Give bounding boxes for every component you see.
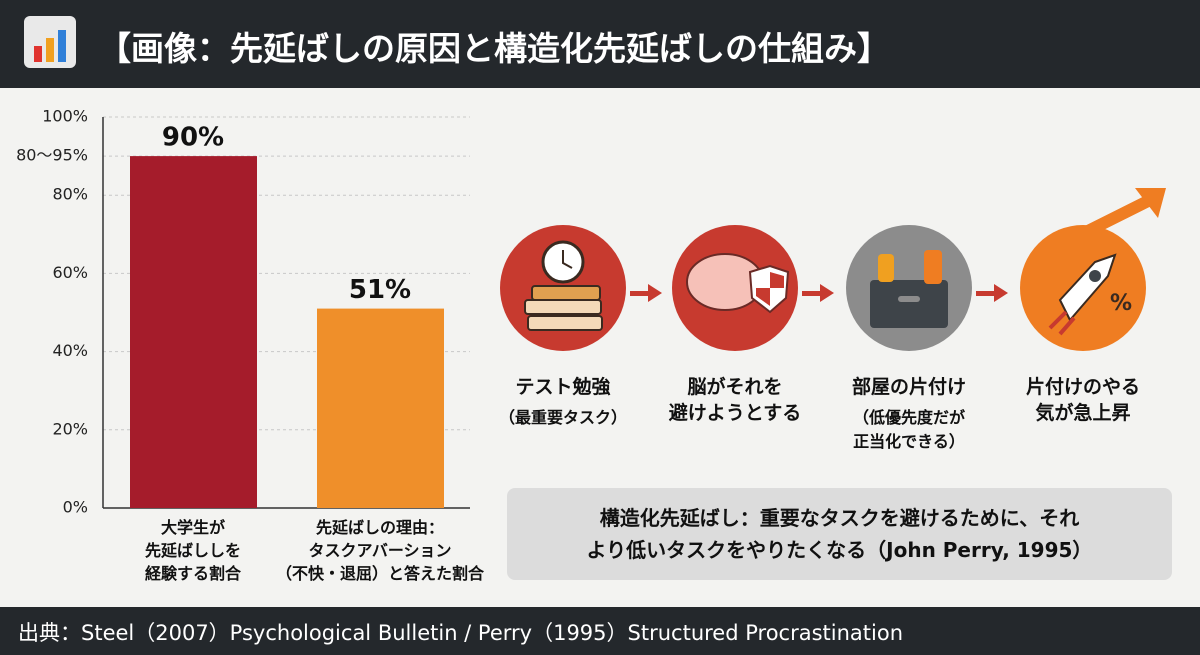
flow-circles: %	[500, 225, 1146, 351]
bar	[317, 308, 444, 508]
y-tick-label: 100%	[42, 107, 88, 126]
y-tick-label: 60%	[52, 263, 88, 282]
x-tick-label: 先延ばしの理由： タスクアバーション （不快・退屈）と答えた割合	[275, 518, 484, 583]
footer: 出典：Steel（2007）Psychological Bulletin / P…	[0, 607, 1200, 655]
x-tick-label: 大学生が 先延ばししを 経験する割合	[144, 518, 241, 583]
step-label: テスト勉強	[515, 376, 611, 398]
y-tick-label: 40%	[52, 341, 88, 360]
percent-icon: %	[1110, 291, 1132, 316]
header: 【画像：先延ばしの原因と構造化先延ばしの仕組み】	[0, 0, 1200, 88]
step-label: 脳がそれを 避けようとする	[668, 376, 802, 424]
y-tick-label: 80%	[52, 185, 88, 204]
source: 出典：Steel（2007）Psychological Bulletin / P…	[18, 621, 904, 645]
step-label: 部屋の片付け	[851, 376, 966, 398]
bar	[130, 156, 257, 508]
chart-icon	[24, 16, 76, 68]
step-note: （低優先度だが 正当化できる）	[852, 408, 965, 451]
step-note: （最重要タスク）	[498, 408, 627, 427]
step-label: 片付けのやる 気が急上昇	[1025, 376, 1140, 424]
callout-box: 構造化先延ばし：重要なタスクを避けるために、それ より低いタスクをやりたくなる（…	[507, 488, 1172, 580]
y-tick-label: 20%	[52, 419, 88, 438]
value-label: 51%	[349, 275, 411, 305]
y-tick-label: 0%	[63, 498, 88, 517]
value-label: 90%	[162, 123, 224, 153]
title: 【画像：先延ばしの原因と構造化先延ばしの仕組み】	[98, 29, 890, 68]
callout-text: 構造化先延ばし：重要なタスクを避けるために、それ より低いタスクをやりたくなる（…	[586, 506, 1093, 562]
y-tick-label: 80〜95%	[16, 146, 88, 165]
